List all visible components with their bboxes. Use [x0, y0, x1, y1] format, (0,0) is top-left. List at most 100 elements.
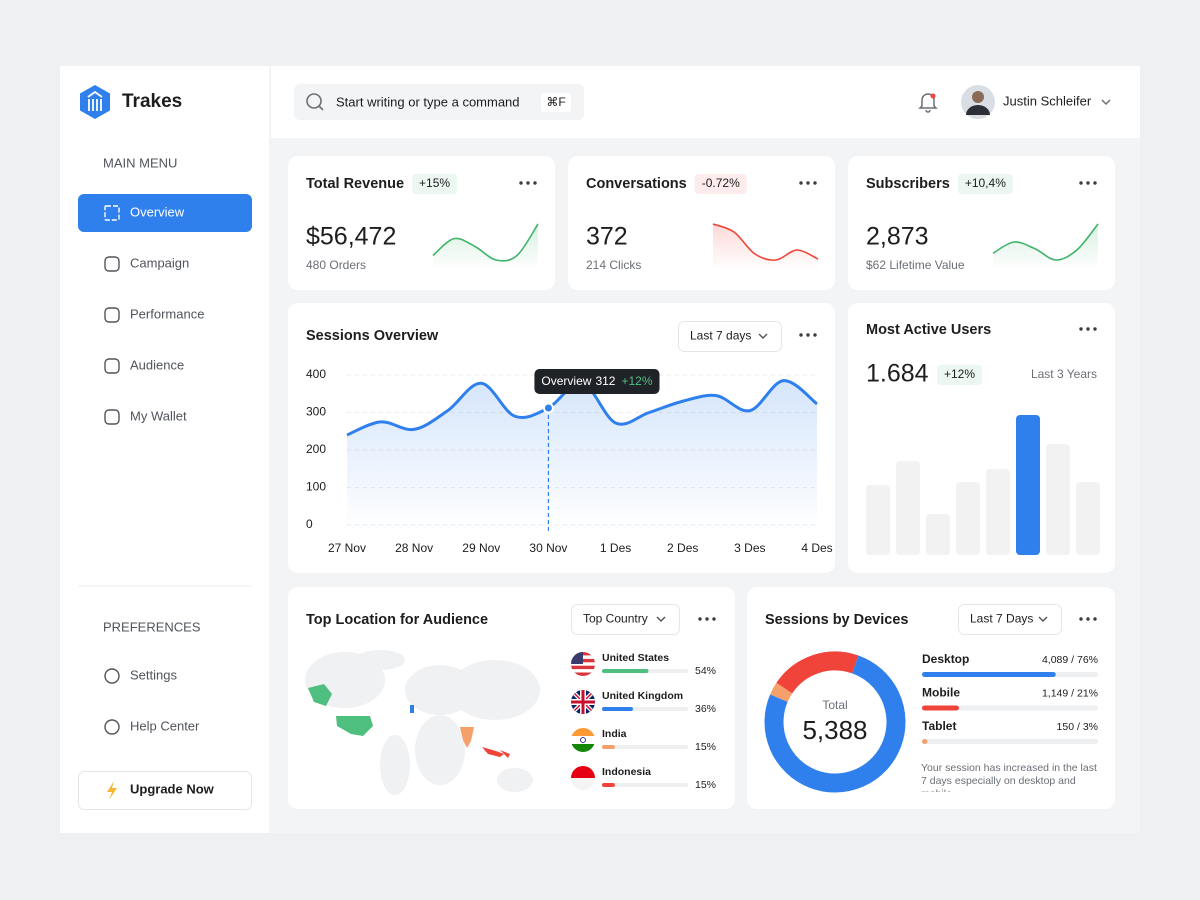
- menu-item[interactable]: Help Center: [130, 718, 200, 733]
- dropdown[interactable]: [958, 604, 1062, 635]
- upgrade-label[interactable]: Upgrade Now: [130, 781, 215, 796]
- world-map: [305, 650, 540, 795]
- bar: [926, 514, 950, 555]
- stat-value: 2,873: [866, 223, 929, 251]
- bar: [922, 672, 1056, 677]
- change-badge: [957, 174, 1013, 194]
- device-name: Desktop: [922, 652, 969, 666]
- y-tick-label: 200: [306, 442, 326, 456]
- x-tick-label: 4 Des: [801, 541, 832, 555]
- card-title: Total Revenue: [306, 176, 404, 192]
- menu-item[interactable]: Overview: [130, 204, 185, 219]
- change-label: -0.72%: [702, 176, 740, 190]
- more-icon[interactable]: [533, 181, 537, 185]
- more-icon[interactable]: [806, 333, 810, 337]
- y-tick-label: 0: [306, 517, 313, 531]
- upgrade-button[interactable]: [78, 771, 252, 810]
- menu-icon: [104, 307, 120, 323]
- device-value: 150 / 3%: [1057, 721, 1098, 733]
- country-name: United Kingdom: [602, 690, 683, 702]
- bar: [602, 669, 649, 673]
- more-icon[interactable]: [1086, 617, 1090, 621]
- note-box: Your session has increased in the last 7…: [921, 762, 1097, 792]
- tooltip-text: Overview 312 +12%: [541, 374, 652, 388]
- y-tick-label: 100: [306, 480, 326, 494]
- menu-item[interactable]: Settings: [130, 667, 177, 682]
- shortcut-key: [541, 93, 571, 112]
- stat-detail: 214 Clicks: [586, 258, 641, 272]
- chevron[interactable]: [1101, 99, 1111, 106]
- bar: [922, 705, 959, 711]
- x-tick-label: 28 Nov: [395, 541, 433, 555]
- more-icon[interactable]: [1079, 327, 1083, 331]
- stat-value: 372: [586, 223, 628, 251]
- card-title: Sessions by Devices: [765, 612, 908, 628]
- more-icon[interactable]: [799, 333, 803, 337]
- more-icon[interactable]: [1079, 181, 1083, 185]
- menu-item[interactable]: Campaign: [130, 255, 189, 270]
- x-tick-label: 29 Nov: [462, 541, 500, 555]
- menu-icon: [104, 358, 120, 374]
- user-name[interactable]: Justin Schleifer: [1003, 93, 1092, 108]
- notification-dot: [930, 93, 936, 99]
- dropdown-label[interactable]: Last 7 days: [690, 329, 751, 343]
- stat-detail: $62 Lifetime Value: [866, 258, 965, 272]
- x-tick-label: 1 Des: [600, 541, 631, 555]
- search-icon: [306, 93, 322, 109]
- tooltip-point: [542, 402, 554, 414]
- dropdown[interactable]: [678, 321, 782, 352]
- country-name: United States: [602, 652, 669, 664]
- chevron: [758, 333, 768, 339]
- more-icon[interactable]: [1079, 617, 1083, 621]
- tooltip-value: 312: [595, 374, 615, 388]
- more-icon[interactable]: [1093, 181, 1097, 185]
- logo: [80, 85, 110, 119]
- device-name: Tablet: [922, 719, 956, 733]
- donut-segment: [764, 655, 906, 793]
- more-icon[interactable]: [698, 617, 702, 621]
- more-icon[interactable]: [1093, 617, 1097, 621]
- y-tick-label: 400: [306, 367, 326, 381]
- country-name: Indonesia: [602, 766, 651, 778]
- more-icon[interactable]: [1093, 327, 1097, 331]
- bar: [1076, 482, 1100, 555]
- search-box[interactable]: [294, 84, 584, 120]
- flag-india: [571, 728, 595, 752]
- area: [347, 380, 817, 531]
- stat-detail: 480 Orders: [306, 258, 366, 272]
- more-icon[interactable]: [705, 617, 709, 621]
- total-value: 5,388: [802, 715, 867, 745]
- more-icon[interactable]: [1086, 181, 1090, 185]
- flag-uk: [571, 690, 595, 714]
- more-icon[interactable]: [813, 333, 817, 337]
- card: [568, 156, 835, 290]
- more-icon[interactable]: [519, 181, 523, 185]
- dropdown-label[interactable]: Last 7 Days: [970, 612, 1033, 626]
- bar: [866, 485, 890, 555]
- sparkline-area: [433, 224, 538, 270]
- device-name: Mobile: [922, 686, 960, 700]
- bar: [602, 783, 615, 787]
- more-icon[interactable]: [1086, 327, 1090, 331]
- menu-heading: MAIN MENU: [103, 155, 177, 170]
- more-icon[interactable]: [806, 181, 810, 185]
- more-icon[interactable]: [526, 181, 530, 185]
- bar: [602, 745, 615, 749]
- device-value: 4,089 / 76%: [1042, 654, 1098, 666]
- dropdown[interactable]: [571, 604, 680, 635]
- more-icon[interactable]: [712, 617, 716, 621]
- dropdown-label[interactable]: Top Country: [583, 612, 648, 626]
- card-title: Conversations: [586, 176, 687, 192]
- bell-icon[interactable]: [918, 93, 938, 113]
- tooltip: [534, 369, 660, 394]
- menu-item[interactable]: Performance: [130, 306, 204, 321]
- card-title: Most Active Users: [866, 322, 991, 338]
- more-icon[interactable]: [799, 181, 803, 185]
- menu-item[interactable]: My Wallet: [130, 408, 187, 423]
- more-icon[interactable]: [813, 181, 817, 185]
- sparkline-area: [993, 224, 1098, 270]
- country-percent: 54%: [695, 665, 716, 677]
- menu-active: [78, 194, 252, 232]
- menu-item[interactable]: Audience: [130, 357, 184, 372]
